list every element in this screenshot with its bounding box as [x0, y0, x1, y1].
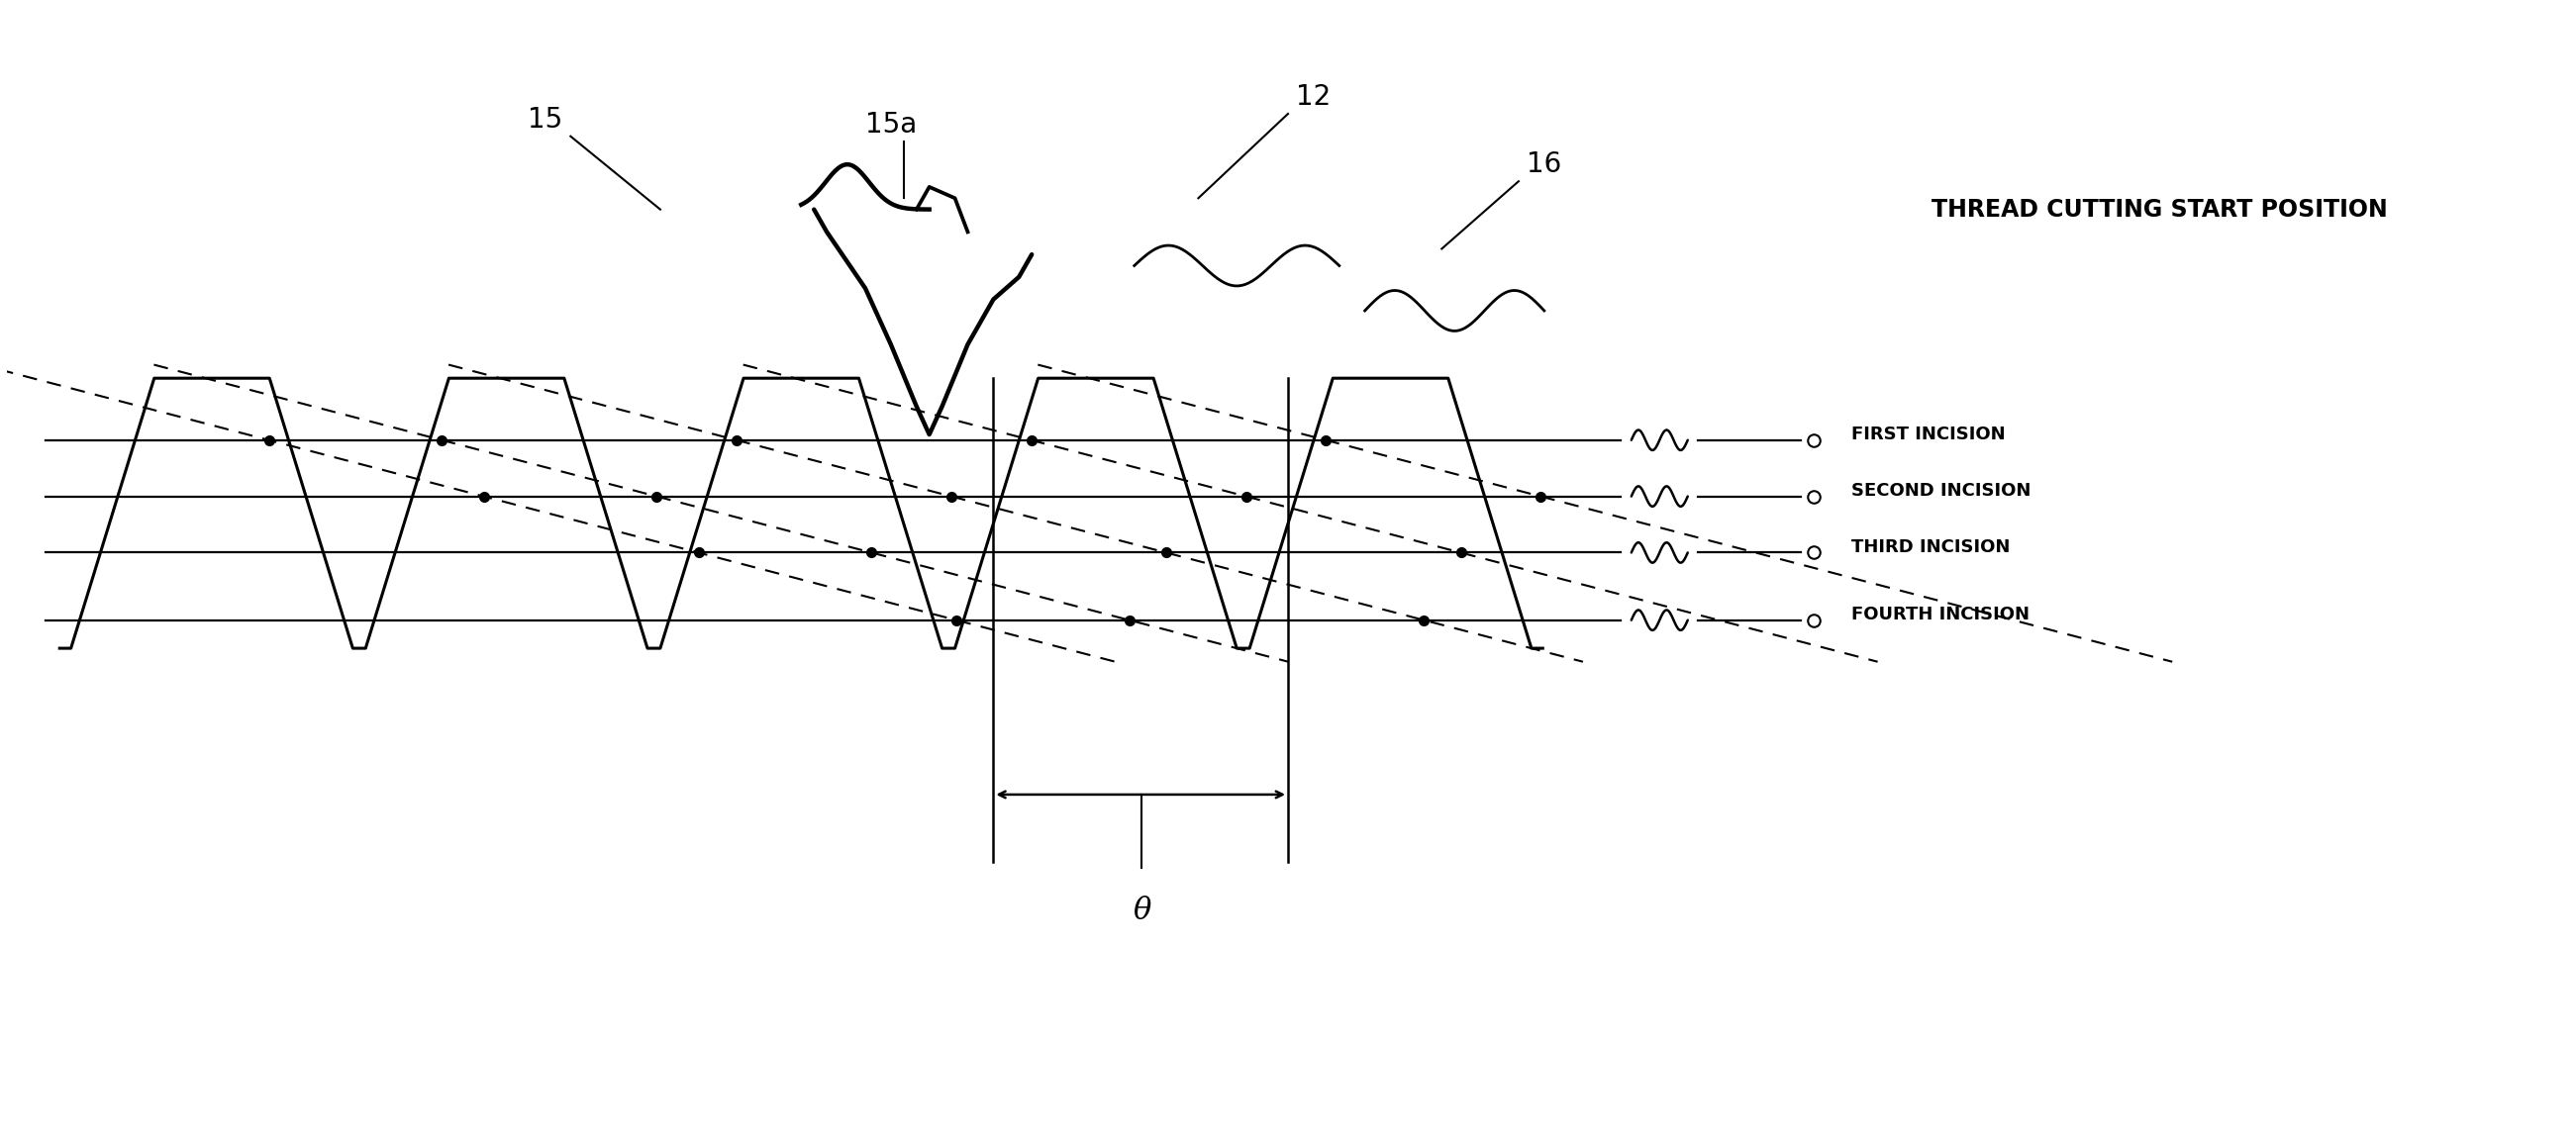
Text: θ: θ — [1133, 896, 1151, 926]
Text: THIRD INCISION: THIRD INCISION — [1852, 538, 2009, 556]
Text: FIRST INCISION: FIRST INCISION — [1852, 426, 2007, 443]
Text: 12: 12 — [1296, 83, 1332, 110]
Text: THREAD CUTTING START POSITION: THREAD CUTTING START POSITION — [1932, 197, 2388, 221]
Text: FOURTH INCISION: FOURTH INCISION — [1852, 606, 2030, 623]
Text: 15: 15 — [528, 106, 562, 133]
Text: 15a: 15a — [866, 112, 917, 139]
Text: SECOND INCISION: SECOND INCISION — [1852, 482, 2032, 500]
Text: 16: 16 — [1528, 150, 1561, 179]
